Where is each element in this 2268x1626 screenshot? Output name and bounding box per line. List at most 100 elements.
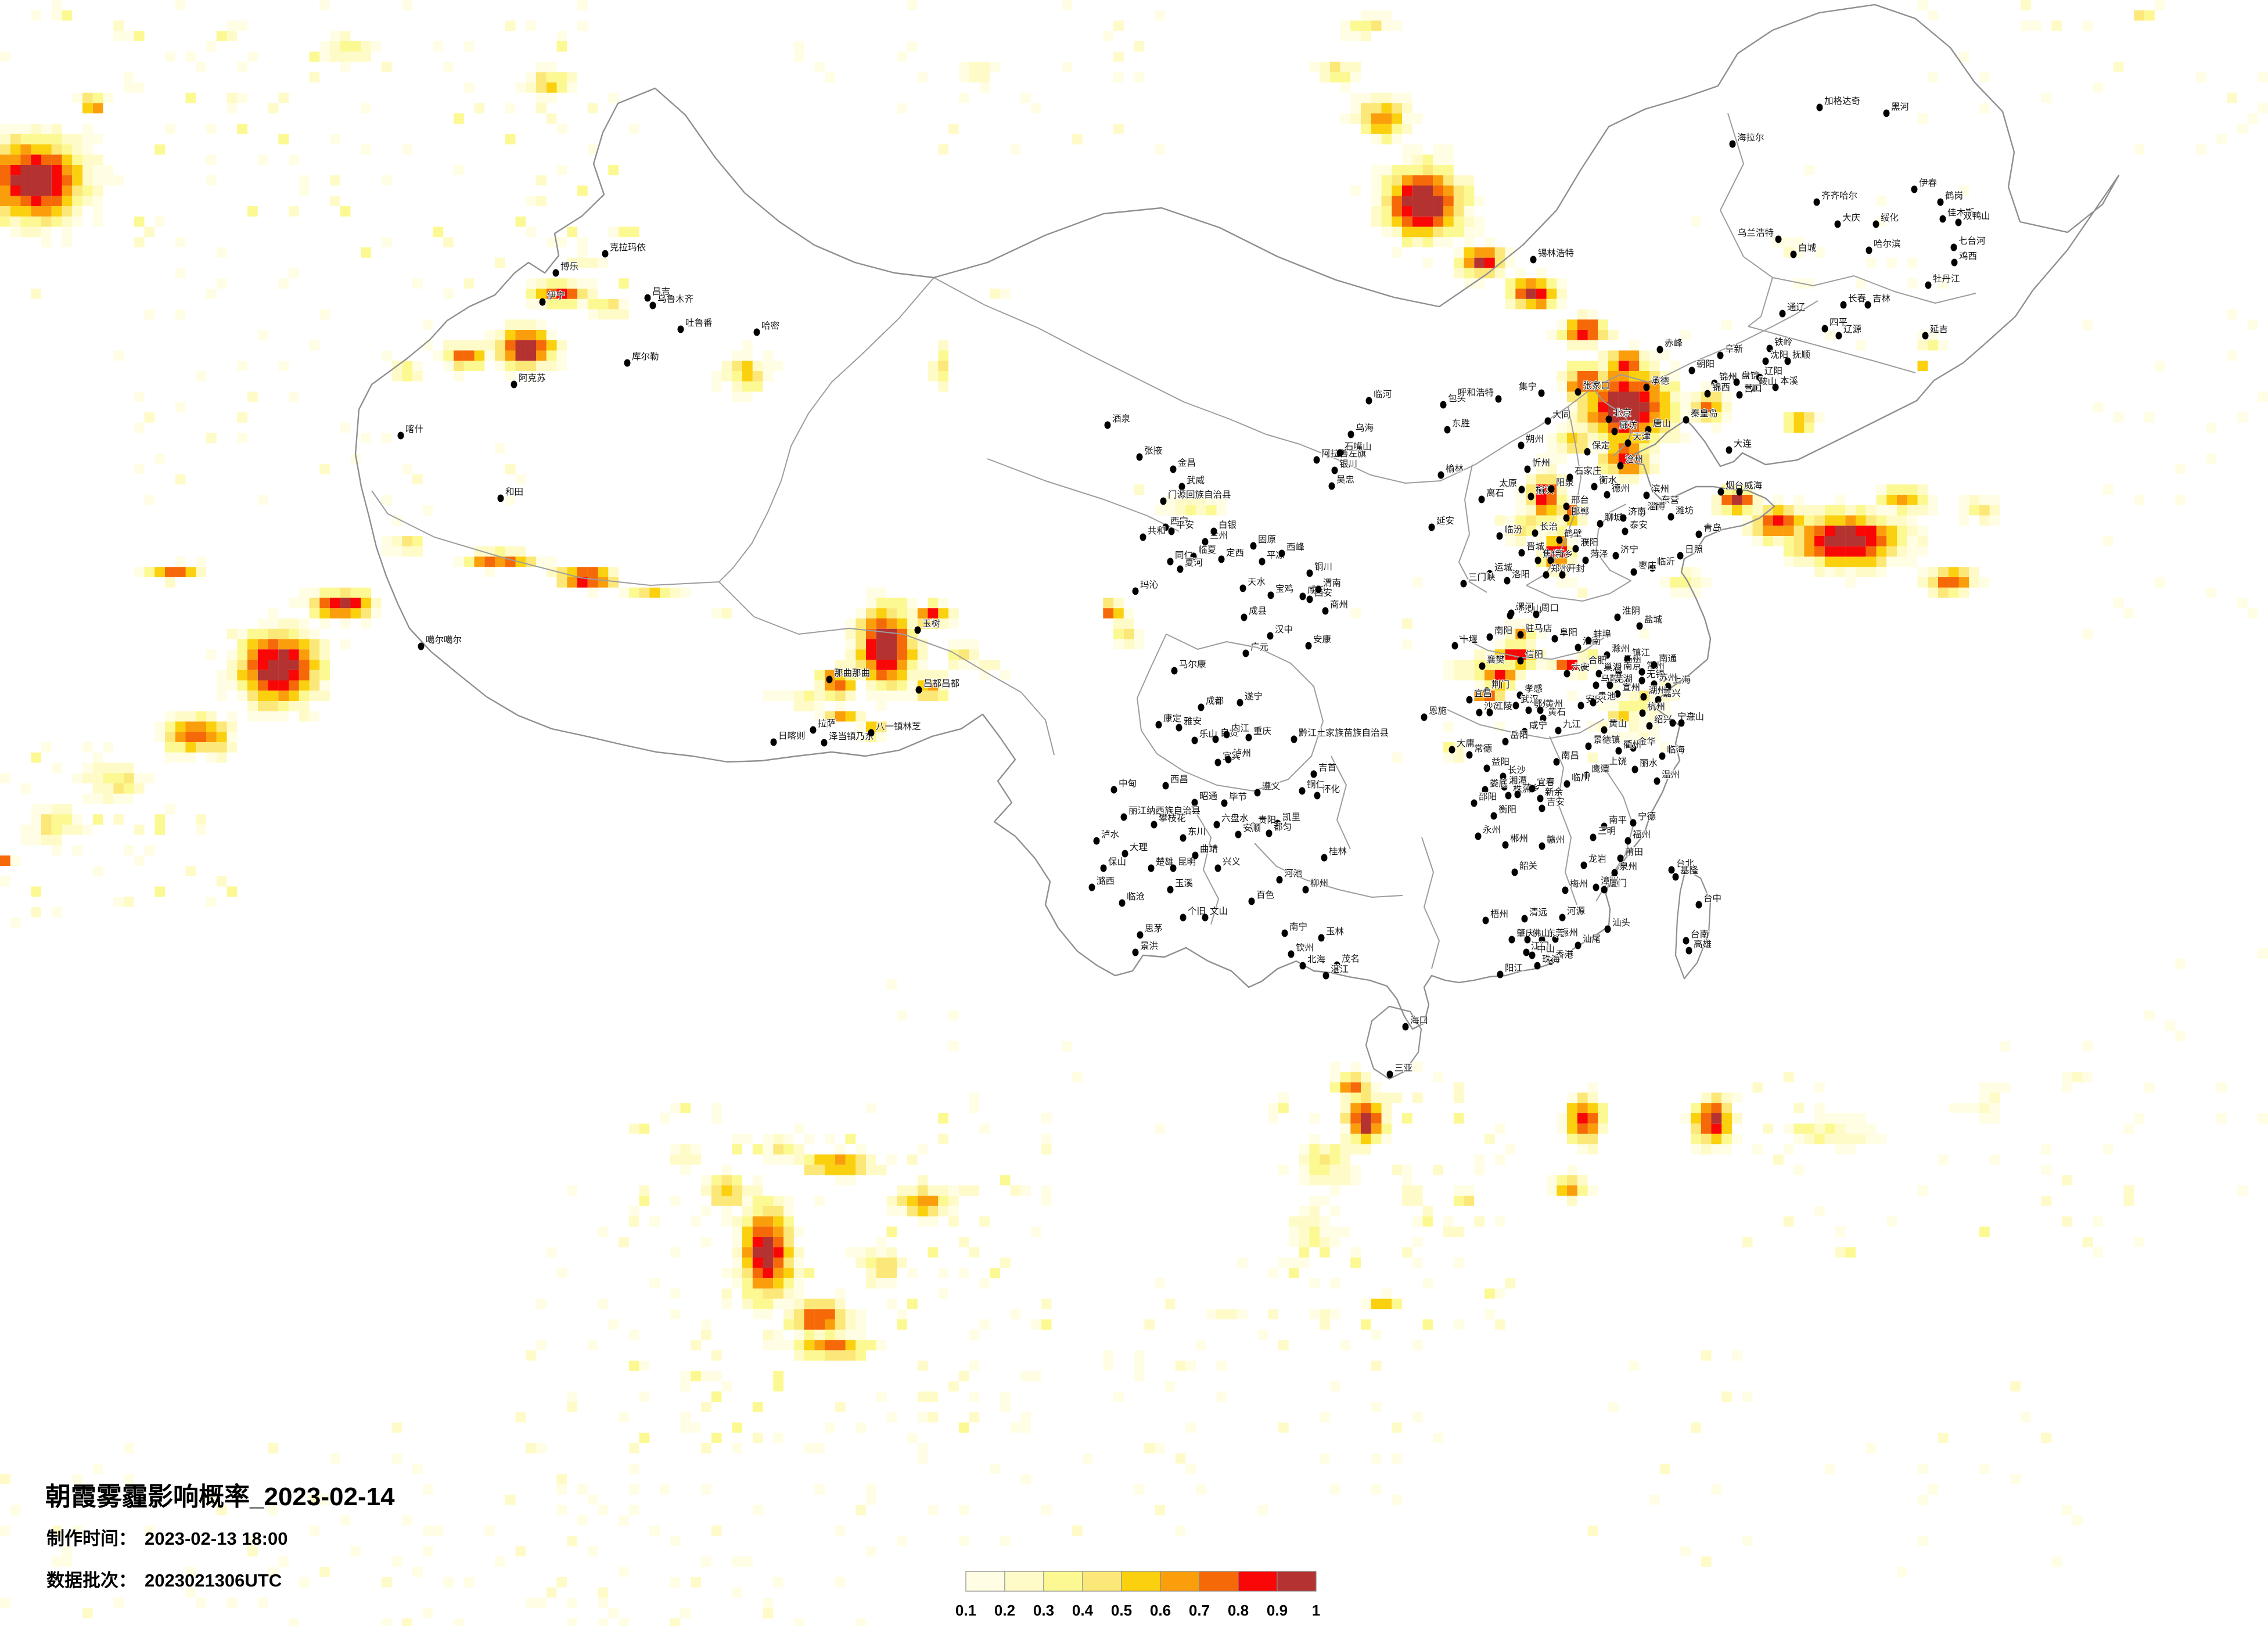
city-label: 湖州 [1648,685,1666,696]
province-boundaries [354,3,2120,1080]
city-marker: 景洪 [1132,940,1159,956]
city-dot [1170,864,1177,872]
city-dot [1539,842,1545,850]
city-dot [1821,325,1828,333]
city-label: 梅州 [1570,879,1588,889]
city-label: 临沂 [1657,556,1675,567]
city-label: 西昌 [1170,775,1188,785]
city-dot [1278,549,1285,557]
city-dot [1572,545,1579,553]
city-label: 伊宁 [547,290,565,301]
city-marker: 乌鲁木齐 [649,293,694,310]
city-marker: 临海 [1659,744,1685,760]
city-dot [1202,913,1209,922]
city-label: 临夏 [1198,545,1217,555]
city-marker: 临沂 [1649,556,1676,572]
city-marker: 威海 [1736,480,1763,496]
city-label: 新乡 [1555,549,1573,559]
city-marker: 西昌 [1162,774,1189,790]
city-marker: 八一镇林芝 [868,721,922,737]
city-dot [1168,527,1175,535]
city-dot [1314,792,1321,800]
city-marker: 合肥 [1580,654,1607,671]
city-label: 昌都昌都 [923,678,959,689]
city-dot [1365,397,1372,405]
city-label: 驻马店 [1525,623,1552,634]
city-label: 芜湖 [1615,674,1633,684]
city-dot [1639,709,1646,717]
city-dot [1198,703,1205,711]
city-marker: 绍兴 [1646,714,1673,730]
city-dot [1601,726,1608,734]
city-label: 景洪 [1140,941,1158,951]
city-label: 北海 [1307,954,1325,965]
city-marker: 大理 [1122,841,1148,858]
city-label: 鄂州 [1533,699,1551,709]
city-marker: 玉树 [914,618,941,634]
city-label: 临海 [1667,744,1685,755]
city-label: 阿克苏 [519,373,546,383]
city-dot [1555,726,1562,735]
city-marker: 三门峡 [1460,571,1496,588]
city-marker: 临汾 [1496,524,1523,540]
city-marker: 钦州 [1288,942,1314,958]
city-dot [1872,220,1879,228]
city-dot [1501,783,1508,791]
city-dot [1177,565,1184,573]
city-label: 本溪 [1780,376,1798,386]
city-dot [1437,471,1444,479]
city-label: 鞍山 [1759,376,1777,387]
city-label: 昭通 [1199,791,1218,801]
city-dot [1866,246,1872,254]
city-label: 邢台 [1571,495,1589,505]
city-dot [1299,787,1306,795]
city-marker: 凯里 [1274,811,1301,828]
city-label: 沧州 [1625,454,1643,465]
city-dot [1288,950,1295,958]
city-dot [1605,415,1612,423]
city-dot [1547,556,1554,564]
city-dot [1214,864,1221,872]
city-marker: 思茅 [1137,923,1163,939]
city-marker: 和田 [497,486,524,502]
city-marker: 呼和浩特 [1457,387,1502,403]
city-dot [1611,427,1618,436]
city-label: 遂宁 [1245,691,1263,702]
city-dot [1677,552,1684,560]
city-label: 盐城 [1644,614,1663,625]
city-marker: 兴义 [1214,856,1241,872]
city-label: 枣庄 [1638,560,1656,571]
city-marker: 宣州 [1614,682,1641,698]
city-dot [1559,913,1566,922]
city-marker: 武威 [1178,474,1205,491]
city-label: 鹰潭 [1591,764,1609,774]
city-dot [1223,731,1230,739]
city-dot [1615,662,1622,670]
city-dot [1104,421,1111,429]
city-label: 温州 [1662,769,1680,780]
city-marker: 阳江 [1497,962,1523,979]
city-dot [1593,681,1600,689]
city-marker: 景德镇 [1585,734,1621,750]
city-marker: 镇江 [1624,647,1651,663]
city-label: 荆门 [1491,679,1509,690]
city-dot [1119,899,1126,907]
city-dot [1593,883,1600,891]
province-boundary-line [1549,736,1577,905]
city-dot [1495,395,1502,403]
city-marker: 中山 [1529,943,1555,959]
city-dot [1110,786,1117,794]
city-label: 辽源 [1843,324,1861,334]
city-label: 双鸭山 [1963,211,1990,221]
city-marker: 鄂州 [1525,698,1552,714]
city-dot [1611,869,1618,877]
city-dot [624,359,631,367]
city-dot [1751,384,1757,392]
city-dot [1548,485,1555,493]
city-marker: 楚雄 [1148,856,1174,872]
city-dot [1428,523,1435,531]
city-marker: 潍坊 [1667,505,1694,521]
city-label: 黄山 [1609,718,1627,729]
city-label: 丽江纳西族自治县 [1128,805,1201,816]
